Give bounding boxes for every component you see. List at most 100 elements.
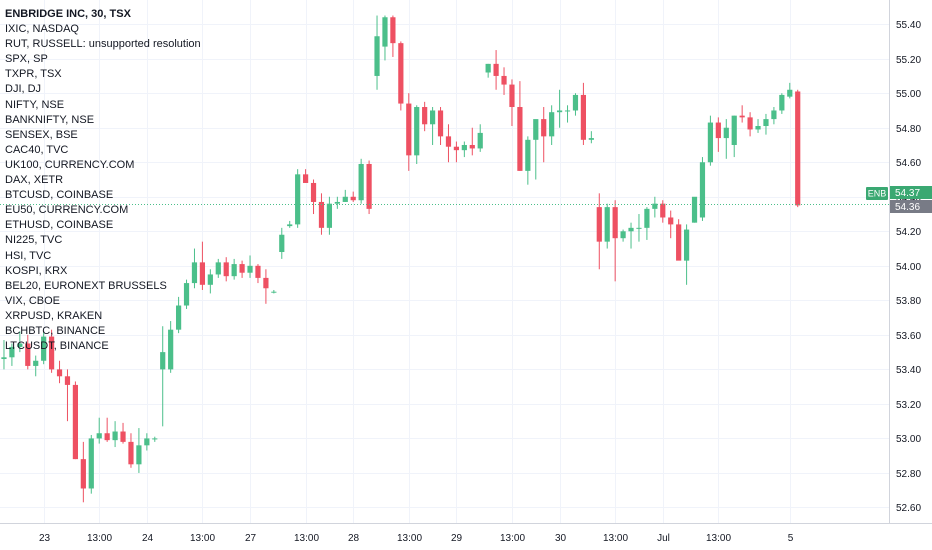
- price-tick-label: 53.60: [896, 331, 921, 342]
- legend-overlay-item[interactable]: RUT, RUSSELL: unsupported resolution: [5, 38, 201, 51]
- candle-body: [96, 433, 102, 439]
- legend-overlay-item[interactable]: DJI, DJ: [5, 83, 42, 96]
- candle-body: [334, 201, 340, 204]
- candle-body: [9, 346, 15, 358]
- legend-overlay-item[interactable]: NIFTY, NSE: [5, 98, 65, 111]
- candle: [175, 296, 182, 334]
- legend-overlay-item[interactable]: ETHUSD, COINBASE: [5, 219, 114, 232]
- candle-body: [620, 231, 626, 239]
- candle-body: [525, 139, 531, 171]
- candle-body: [374, 36, 380, 76]
- candle: [731, 115, 737, 158]
- time-tick-label: Jul: [657, 533, 670, 544]
- legend-overlay-item[interactable]: EU50, CURRENCY.COM: [5, 204, 129, 217]
- candle: [183, 279, 190, 309]
- candle: [295, 169, 301, 228]
- legend-overlay-item[interactable]: HSI, TVC: [5, 249, 52, 262]
- candle: [755, 119, 761, 133]
- candle-body: [287, 224, 293, 227]
- candle: [271, 289, 277, 294]
- time-tick-label: 28: [348, 533, 360, 544]
- candle-body: [104, 433, 110, 441]
- legend-overlay-item[interactable]: SPX, SP: [5, 53, 48, 66]
- candle: [310, 179, 317, 215]
- candle: [263, 269, 269, 304]
- candle-body: [628, 227, 634, 232]
- candle-body: [199, 262, 206, 285]
- price-axis[interactable]: 55.4055.2055.0054.8054.6054.4054.2054.00…: [896, 20, 921, 514]
- legend-overlay-item[interactable]: BANKNIFTY, NSE: [5, 113, 95, 126]
- candle-body: [652, 203, 658, 209]
- candle-body: [25, 343, 31, 366]
- candle: [207, 269, 213, 294]
- legend-overlay-item[interactable]: VIX, CBOE: [5, 294, 61, 307]
- candle-body: [580, 94, 587, 140]
- candle: [596, 193, 602, 270]
- candle: [398, 41, 404, 111]
- candle: [493, 50, 499, 90]
- candle: [437, 107, 444, 145]
- candle-body: [382, 17, 388, 47]
- candle: [715, 117, 721, 152]
- time-tick-label: 13:00: [706, 533, 731, 544]
- candle-body: [80, 459, 86, 489]
- candle-body: [271, 291, 277, 293]
- candle: [215, 258, 221, 278]
- candle-body: [358, 163, 364, 201]
- legend-overlay-item[interactable]: BCHBTC, BINANCE: [5, 324, 106, 337]
- legend-overlay-item[interactable]: LTCUSDT, BINANCE: [5, 340, 109, 353]
- candle: [128, 433, 134, 468]
- candle-body: [461, 144, 467, 151]
- candle: [612, 200, 618, 282]
- candle-body: [556, 110, 563, 113]
- candle-body: [183, 283, 190, 306]
- candle-body: [168, 329, 174, 370]
- candle-body: [33, 360, 39, 366]
- time-tick-label: 13:00: [190, 533, 215, 544]
- candle: [160, 326, 166, 427]
- candle: [461, 141, 467, 158]
- legend-overlay-item[interactable]: BTCUSD, COINBASE: [5, 189, 114, 202]
- legend-overlay-item[interactable]: TXPR, TSX: [5, 68, 62, 81]
- candle-body: [469, 144, 475, 149]
- legend-overlay-item[interactable]: UK100, CURRENCY.COM: [5, 158, 135, 171]
- candle: [33, 355, 39, 377]
- crosshair-price-badge: 54.36: [895, 202, 920, 213]
- candle-body: [1, 357, 7, 360]
- candle-body: [549, 112, 555, 137]
- legend-overlay-item[interactable]: XRPUSD, KRAKEN: [5, 309, 103, 322]
- candle: [318, 193, 325, 235]
- candle-body: [295, 174, 301, 225]
- candle-body: [239, 264, 245, 273]
- legend-overlay-item[interactable]: IXIC, NASDAQ: [5, 23, 79, 36]
- price-tick-label: 54.00: [896, 262, 921, 273]
- candle: [763, 113, 769, 135]
- candle: [56, 360, 63, 384]
- legend-overlay-item[interactable]: NI225, TVC: [5, 234, 63, 247]
- last-price-badge-bg: [890, 186, 932, 199]
- candle-body: [501, 75, 507, 85]
- candle-body: [215, 262, 221, 275]
- legend-overlay-item[interactable]: DAX, XETR: [5, 174, 64, 187]
- candle-body: [342, 196, 348, 202]
- time-tick-label: 13:00: [294, 533, 319, 544]
- time-axis[interactable]: 23 13:00 24 13:00 27 13:00 28 13:00 29 13:00 30 13:…: [39, 533, 794, 544]
- crosshair-price-badge-bg: [890, 200, 932, 213]
- candle-body: [422, 107, 428, 125]
- candle-body: [517, 107, 523, 171]
- candle-body: [48, 336, 55, 370]
- candle: [707, 115, 714, 166]
- candle: [660, 200, 666, 223]
- candle-body: [175, 305, 182, 330]
- legend-overlay-item[interactable]: BEL20, EURONEXT BRUSSELS: [5, 279, 167, 292]
- candle: [517, 81, 523, 171]
- candle: [628, 222, 634, 249]
- legend-overlay-item[interactable]: SENSEX, BSE: [5, 128, 78, 141]
- candle: [477, 124, 483, 152]
- legend-overlay-item[interactable]: CAC40, TVC: [5, 143, 69, 156]
- legend-overlay-item[interactable]: KOSPI, KRX: [5, 264, 68, 277]
- candle-body: [676, 224, 682, 261]
- candle: [485, 63, 491, 78]
- legend-title[interactable]: ENBRIDGE INC, 30, TSX: [5, 8, 131, 20]
